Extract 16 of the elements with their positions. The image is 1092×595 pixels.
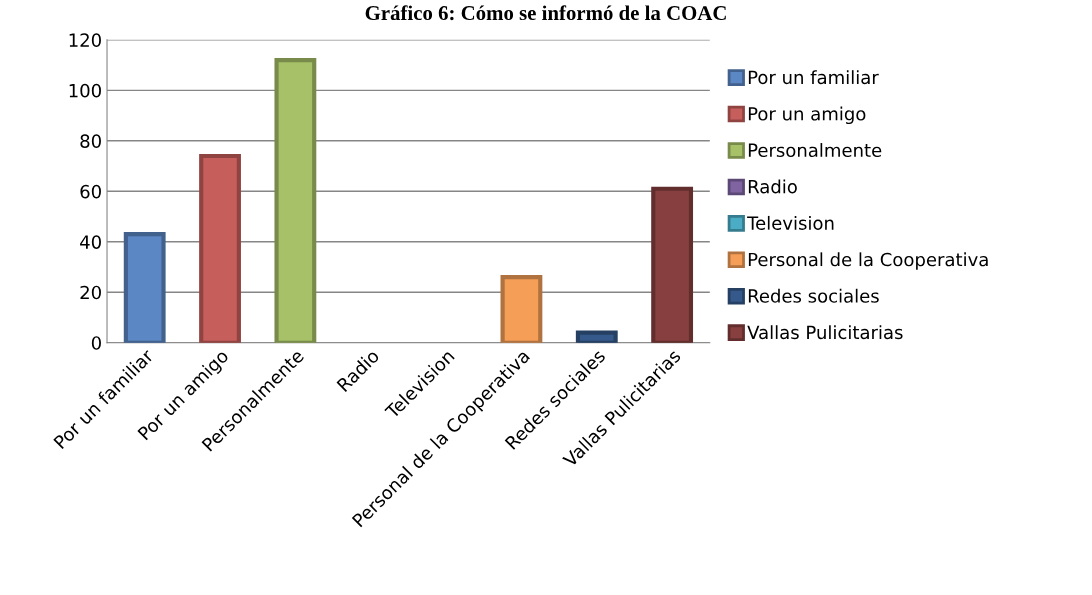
legend-label: Radio	[748, 179, 797, 194]
legend-label: Personal de la Cooperativa	[748, 252, 988, 270]
y-tick-label: 20	[80, 285, 101, 300]
legend-label: Redes sociales	[748, 288, 879, 303]
legend-label: Vallas Pulicitarias	[747, 325, 903, 340]
legend-label: Por un familiar	[748, 70, 879, 85]
y-tick-label: 80	[80, 134, 101, 148]
y-tick-label: 60	[80, 184, 101, 199]
y-tick-label: 40	[80, 235, 101, 249]
legend-label: Personalmente	[748, 143, 882, 158]
legend-label: Television	[747, 215, 834, 230]
y-tick-label: 0	[91, 336, 101, 350]
y-tick-label: 120	[69, 33, 101, 47]
y-tick-label: 100	[69, 83, 101, 98]
chart-title: Gráfico 6: Cómo se informó de la COAC	[365, 5, 726, 21]
legend-label: Por un amigo	[748, 106, 866, 125]
